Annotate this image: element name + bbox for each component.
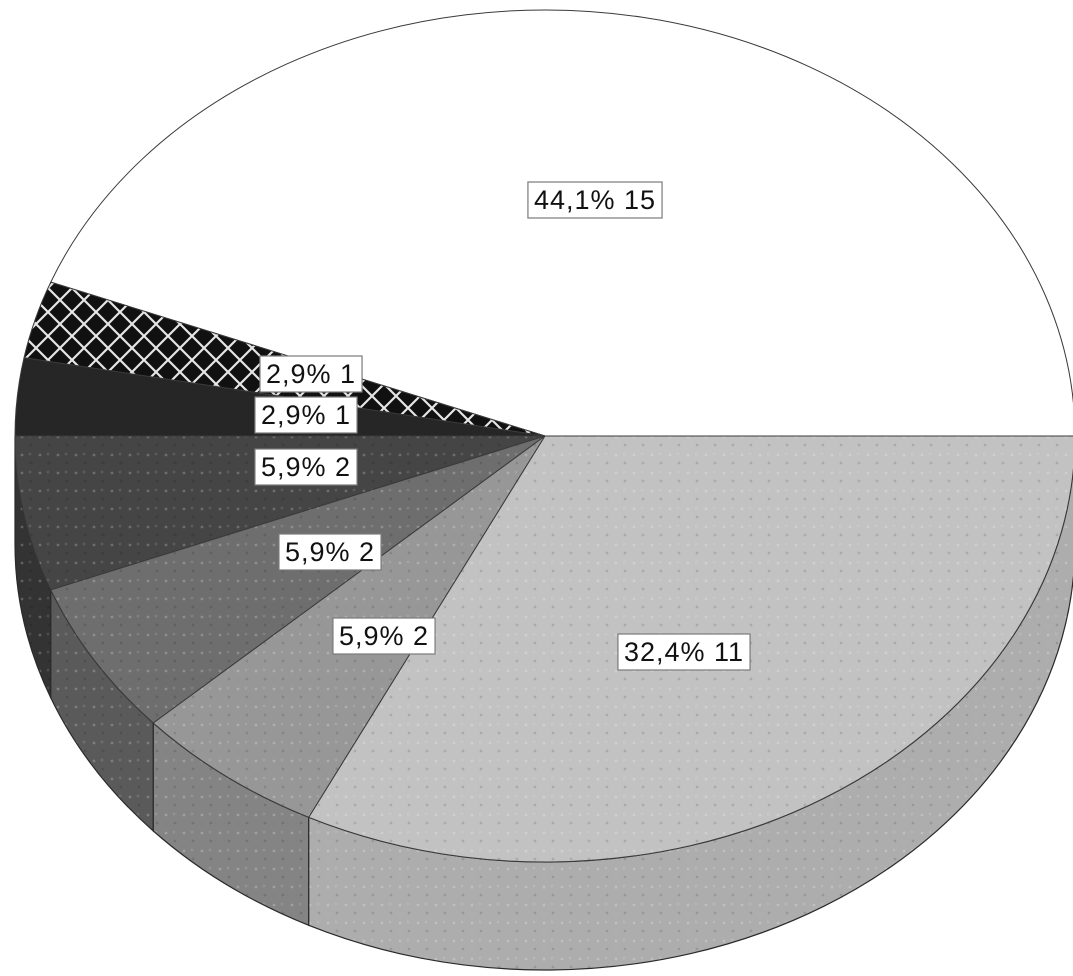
pie-label-percent-5: 5,9% [339, 621, 405, 651]
pie-label-count-2: 1 [335, 400, 351, 430]
pie-label-4: 5,9% 2 [278, 533, 382, 571]
pie-label-text-5: 5,9% 2 [339, 621, 429, 651]
pie-slice-0 [50, 9, 1073, 437]
pie-label-text-0: 44,1% 15 [534, 185, 656, 215]
pie-label-5: 5,9% 2 [332, 617, 436, 655]
pie-label-percent-4: 5,9% [285, 537, 351, 567]
pie-label-box-1 [259, 355, 363, 393]
pie-label-box-2 [254, 396, 358, 434]
pie-label-2: 2,9% 1 [254, 396, 358, 434]
pie-label-percent-2: 2,9% [261, 400, 327, 430]
pie-label-count-5: 2 [413, 621, 429, 651]
pie-label-text-4: 5,9% 2 [285, 537, 375, 567]
pie-label-box-5 [332, 617, 436, 655]
pie-label-0: 44,1% 15 [527, 181, 663, 219]
pie-label-percent-3: 5,9% [261, 452, 327, 482]
pie-top-faces [14, 9, 1073, 863]
pie-label-percent-6: 32,4% [624, 637, 706, 667]
pie-label-6: 32,4% 11 [617, 633, 751, 671]
pie-slice-3 [14, 435, 546, 591]
pie-label-box-4 [278, 533, 382, 571]
pie-label-count-6: 11 [714, 637, 744, 667]
pie-label-count-3: 2 [335, 452, 351, 482]
pie-label-box-3 [254, 448, 358, 486]
pie-label-count-4: 2 [359, 537, 375, 567]
pie-label-text-2: 2,9% 1 [261, 400, 351, 430]
pie-label-3: 5,9% 2 [254, 448, 358, 486]
pie-slice-4 [50, 435, 546, 724]
pie-data-labels: 44,1% 152,9% 12,9% 15,9% 25,9% 25,9% 232… [254, 181, 751, 671]
pie-label-1: 2,9% 1 [259, 355, 363, 393]
pie-label-box-6 [617, 633, 751, 671]
pie-label-text-6: 32,4% 11 [624, 637, 744, 667]
pie-label-text-1: 2,9% 1 [266, 359, 356, 389]
pie-label-text-3: 5,9% 2 [261, 452, 351, 482]
pie-label-percent-0: 44,1% [534, 185, 616, 215]
pie-label-percent-1: 2,9% [266, 359, 332, 389]
pie-label-count-1: 1 [340, 359, 356, 389]
pie-label-count-0: 15 [624, 185, 656, 215]
pie-label-box-0 [527, 181, 663, 219]
